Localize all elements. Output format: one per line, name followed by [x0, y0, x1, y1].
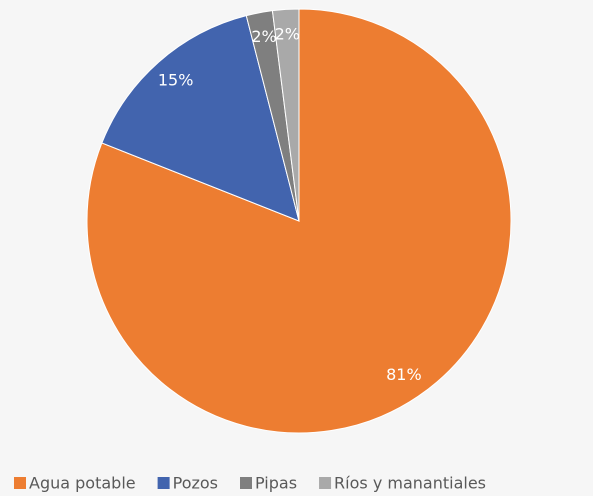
legend-label: Pipas — [255, 474, 297, 493]
legend-swatch — [157, 477, 170, 489]
legend-label: Pozos — [173, 474, 218, 493]
data-label: 81% — [386, 365, 422, 384]
legend-label: Ríos y manantiales — [334, 474, 486, 493]
pie-slice — [101, 15, 300, 222]
pie-slice — [271, 8, 300, 222]
data-label: 2% — [275, 24, 300, 43]
legend-swatch — [319, 477, 332, 489]
legend-swatch — [14, 477, 26, 489]
legend-swatch — [240, 477, 252, 489]
data-label: 15% — [158, 71, 194, 90]
legend-label: Agua potable — [29, 474, 136, 493]
data-label: 2% — [251, 27, 276, 46]
